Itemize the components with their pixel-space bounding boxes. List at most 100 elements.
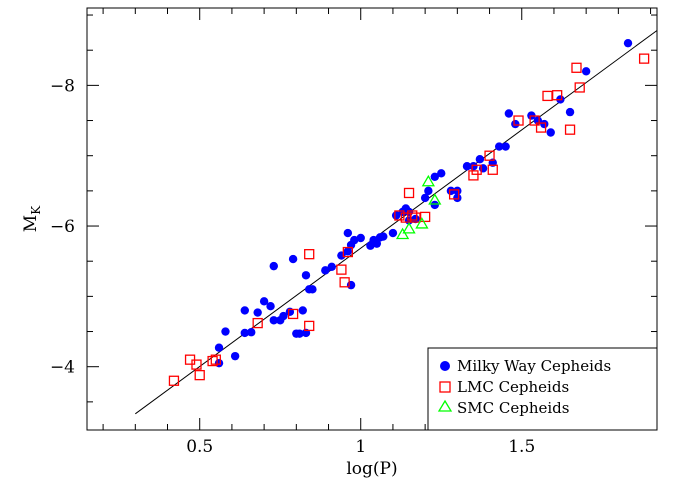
milky-way-point xyxy=(253,308,262,317)
lmc-point xyxy=(336,264,347,275)
y-axis-label-main: M xyxy=(21,215,41,232)
lmc-point xyxy=(194,369,205,381)
legend-box xyxy=(427,347,658,431)
milky-way-point xyxy=(295,329,304,338)
milky-way-point xyxy=(437,169,446,178)
legend-marker-milky-way xyxy=(440,361,450,371)
milky-way-point xyxy=(247,328,256,337)
milky-way-point xyxy=(343,228,353,238)
lmc-point xyxy=(287,308,299,320)
smc-point xyxy=(402,222,416,234)
legend-marker-lmc xyxy=(439,381,451,393)
data-points xyxy=(168,38,650,386)
legend: Milky Way Cepheids LMC Cepheids SMC Ceph… xyxy=(427,347,658,431)
legend-label-smc: SMC Cepheids xyxy=(457,399,569,417)
x-axis-label: log(P) xyxy=(346,459,397,479)
legend-marker-smc xyxy=(437,399,453,412)
legend-label-milky-way: Milky Way Cepheids xyxy=(457,357,611,375)
milky-way-point xyxy=(430,172,439,181)
milky-way-point xyxy=(240,328,249,338)
milky-way-point xyxy=(501,142,510,151)
lmc-point xyxy=(468,170,479,181)
milky-way-point xyxy=(540,119,549,129)
milky-way-point xyxy=(372,239,382,248)
legend-label-lmc: LMC Cepheids xyxy=(457,378,569,396)
smc-point xyxy=(415,217,429,229)
lmc-point xyxy=(304,320,315,332)
y-axis-label-subscript: K xyxy=(29,205,43,215)
milky-way-point xyxy=(453,186,462,196)
milky-way-point xyxy=(321,266,330,275)
milky-way-point xyxy=(411,214,420,224)
lmc-point xyxy=(403,187,415,199)
milky-way-point xyxy=(453,193,462,203)
lmc-point xyxy=(304,249,315,260)
milky-way-point xyxy=(240,306,249,315)
lmc-point xyxy=(394,210,405,221)
lmc-point xyxy=(339,277,350,288)
milky-way-point xyxy=(214,343,224,352)
lmc-point xyxy=(448,189,460,200)
lmc-point xyxy=(410,212,421,223)
smc-point xyxy=(421,174,435,187)
smc-point xyxy=(395,227,410,240)
milky-way-point xyxy=(379,232,388,241)
milky-way-point xyxy=(343,247,353,256)
milky-way-point xyxy=(288,254,298,264)
milky-way-point xyxy=(350,235,359,245)
lmc-point xyxy=(564,124,576,135)
milky-way-point xyxy=(504,109,514,118)
lmc-point xyxy=(400,212,411,223)
plot-frame xyxy=(86,7,658,431)
lmc-point xyxy=(535,122,547,133)
lmc-point xyxy=(252,317,263,329)
lmc-point xyxy=(571,62,582,73)
x-tick-label: 1 xyxy=(355,437,366,457)
lmc-point xyxy=(484,150,495,161)
y-tick-label: −8 xyxy=(50,76,75,96)
lmc-point xyxy=(513,115,524,126)
milky-way-point xyxy=(266,302,275,311)
lmc-point xyxy=(487,164,498,175)
milky-way-point xyxy=(495,142,504,151)
milky-way-point xyxy=(446,186,456,196)
milky-way-point xyxy=(346,280,356,290)
milky-way-point xyxy=(298,306,307,315)
milky-way-point xyxy=(259,297,269,306)
y-axis-label: MK xyxy=(21,205,43,232)
lmc-point xyxy=(407,210,418,221)
milky-way-point xyxy=(469,162,478,171)
lmc-point xyxy=(638,53,650,64)
lmc-point xyxy=(471,164,482,175)
milky-way-point xyxy=(420,193,430,203)
milky-way-point xyxy=(404,207,414,217)
axis-tick-labels: 0.5 1 1.5 −4 −6 −8 xyxy=(50,76,535,457)
lmc-point xyxy=(542,90,553,102)
y-tick-label: −6 xyxy=(50,217,75,237)
smc-point xyxy=(428,193,442,205)
milky-way-point xyxy=(301,271,311,280)
milky-way-point xyxy=(269,261,278,271)
milky-way-point xyxy=(327,262,336,272)
lmc-point xyxy=(529,115,540,126)
lmc-point xyxy=(342,246,353,258)
x-tick-label: 0.5 xyxy=(186,437,213,457)
milky-way-point xyxy=(221,327,230,336)
milky-way-point xyxy=(391,211,401,220)
lmc-point xyxy=(574,82,585,93)
milky-way-point xyxy=(430,200,439,210)
lmc-point xyxy=(191,359,202,370)
milky-way-point xyxy=(623,38,633,48)
milky-way-point xyxy=(424,186,433,196)
milky-way-point xyxy=(546,128,555,137)
lmc-point xyxy=(210,354,221,365)
y-tick-label: −4 xyxy=(50,358,75,378)
milky-way-point xyxy=(388,228,398,238)
milky-way-point xyxy=(279,311,288,321)
milky-way-point xyxy=(475,155,485,164)
milky-way-point xyxy=(230,351,240,361)
milky-way-point xyxy=(308,285,317,294)
milky-way-point xyxy=(269,316,278,325)
lmc-point xyxy=(207,355,218,367)
